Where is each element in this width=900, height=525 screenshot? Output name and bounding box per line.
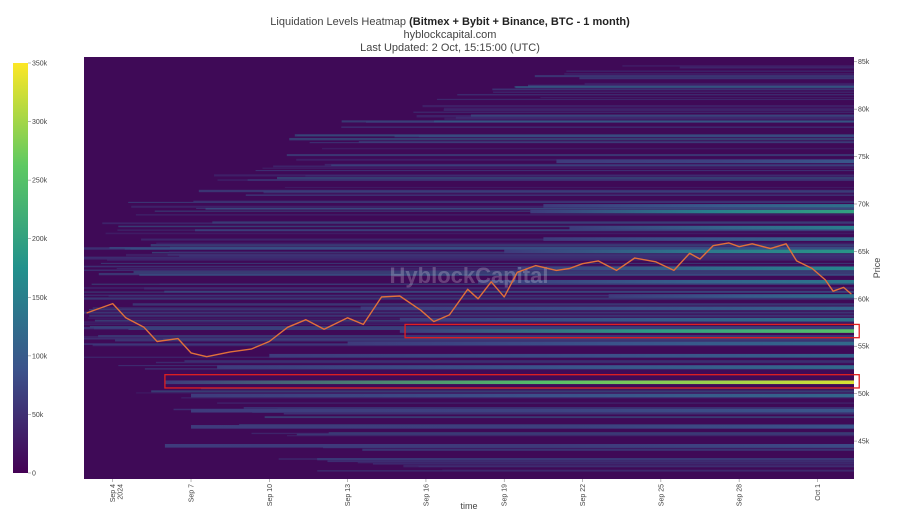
liquidation-band xyxy=(164,380,854,385)
liquidation-band xyxy=(569,225,854,230)
btc-price-line xyxy=(86,242,852,358)
x-tick-label: Sep 10 xyxy=(267,484,274,506)
colorbar-ticks: 0 50k 100k 150k 200k 250k 300k 350k xyxy=(28,61,48,478)
chart-title-main: Liquidation Levels Heatmap xyxy=(270,16,407,28)
y-tick-label: 45k xyxy=(858,439,870,446)
x-axis: Sep 4 2024 Sep 7 Sep 10 Sep 13 Sep 16 Sep 19 Se… xyxy=(110,479,822,506)
x-tick-label: Sep 7 xyxy=(189,484,196,502)
highlight-boxes xyxy=(164,323,860,389)
liquidation-band xyxy=(399,329,854,333)
highlight-box xyxy=(404,323,860,339)
y-tick-label: 70k xyxy=(858,201,870,208)
x-tick-label: Sep 25 xyxy=(658,484,665,506)
liquidation-band xyxy=(269,353,854,358)
x-tick-sublabel: 2024 xyxy=(118,484,125,500)
x-tick-label: Sep 16 xyxy=(423,484,430,506)
x-tick-label: Sep 4 xyxy=(110,484,117,502)
highlight-box xyxy=(164,374,860,389)
liquidation-band xyxy=(543,237,854,241)
colorbar-tick-label: 250k xyxy=(32,178,48,185)
y-tick-label: 60k xyxy=(858,296,870,303)
x-tick-label: Sep 28 xyxy=(737,484,744,506)
colorbar-tick-label: 200k xyxy=(32,236,48,243)
x-tick-label: Sep 13 xyxy=(345,484,352,506)
liquidation-band xyxy=(164,444,854,448)
colorbar-tick-label: 0 xyxy=(32,471,36,478)
chart-title-bold: (Bitmex + Bybit + Binance, BTC - 1 month… xyxy=(409,16,630,28)
liquidation-band xyxy=(478,279,854,284)
colorbar-tick-label: 100k xyxy=(32,353,48,360)
last-updated: Last Updated: 2 Oct, 15:15:00 (UTC) xyxy=(360,42,540,54)
liquidation-band xyxy=(347,341,854,346)
liquidation-band xyxy=(504,249,854,254)
y-axis: 45k 50k 55k 60k 65k 70k 75k 80k 85k xyxy=(854,59,870,446)
liquidation-band xyxy=(399,317,854,322)
x-axis-label: time xyxy=(460,501,477,511)
y-tick-label: 85k xyxy=(858,59,870,66)
liquidation-band xyxy=(556,159,854,164)
y-tick-label: 55k xyxy=(858,344,870,351)
y-tick-label: 65k xyxy=(858,249,870,256)
liquidation-band xyxy=(543,204,854,208)
x-tick-label: Oct 1 xyxy=(815,484,822,501)
colorbar-tick-label: 50k xyxy=(32,412,44,419)
liquidation-band xyxy=(191,393,854,398)
colorbar xyxy=(13,63,28,473)
chart-title: Liquidation Levels Heatmap (Bitmex + Byb… xyxy=(0,16,900,29)
liquidation-bands xyxy=(164,159,854,448)
chart-subtitle: hyblockcapital.com xyxy=(403,29,497,41)
liquidation-band xyxy=(191,425,854,429)
colorbar-tick-label: 150k xyxy=(32,295,48,302)
liquidation-band xyxy=(608,294,854,298)
y-tick-label: 50k xyxy=(858,391,870,398)
liquidation-band xyxy=(517,266,854,271)
y-tick-label: 75k xyxy=(858,154,870,161)
x-tick-label: Sep 22 xyxy=(580,484,587,506)
liquidation-band xyxy=(530,209,854,214)
watermark: HyblockCapital xyxy=(390,263,549,288)
y-axis-label: Price xyxy=(872,258,882,279)
liquidation-band xyxy=(217,365,854,369)
x-tick-label: Sep 19 xyxy=(502,484,509,506)
liquidation-band xyxy=(360,306,854,311)
liquidation-band xyxy=(191,408,854,413)
colorbar-tick-label: 300k xyxy=(32,119,48,126)
chart-title-block: Liquidation Levels Heatmap (Bitmex + Byb… xyxy=(0,16,900,55)
y-tick-label: 80k xyxy=(858,107,870,114)
colorbar-tick-label: 350k xyxy=(32,61,48,68)
